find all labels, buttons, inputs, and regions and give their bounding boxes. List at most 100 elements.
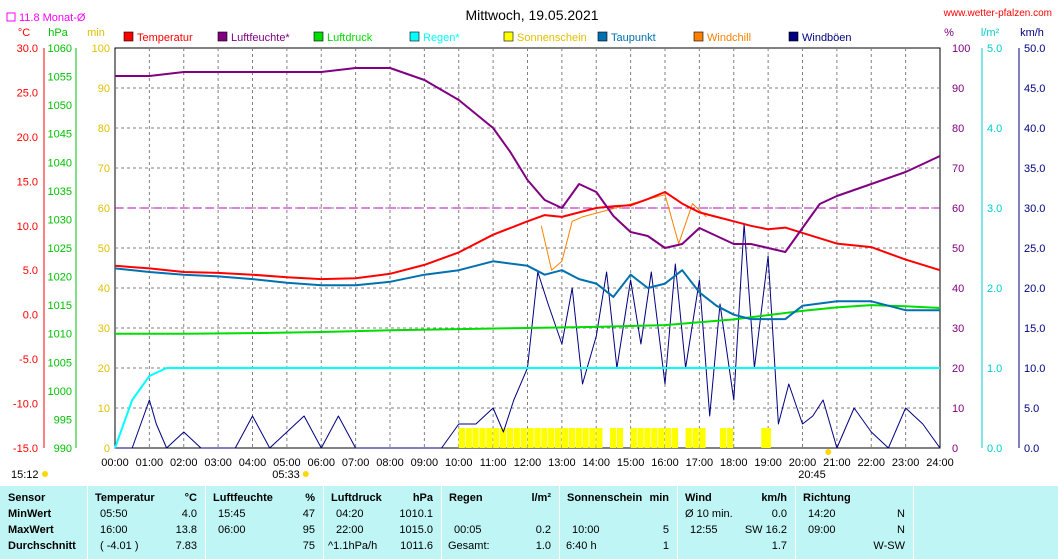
stats-row-label: Durchschnitt — [8, 540, 76, 552]
sun-tick-label: 40 — [98, 283, 110, 295]
wind-tick-label: 35.0 — [1024, 163, 1045, 175]
temp-tick-label: -10.0 — [13, 399, 38, 411]
stats-cell: ^1.1hPa/h — [328, 540, 378, 552]
temp-tick-label: 20.0 — [17, 132, 38, 144]
stats-cell: Ø 10 min. — [685, 508, 733, 520]
sunshine-bar — [506, 428, 514, 448]
humidity-tick-label: 40 — [952, 283, 964, 295]
humidity-tick-label: 60 — [952, 203, 964, 215]
temp-tick-label: 25.0 — [17, 87, 38, 99]
sunshine-bar — [658, 428, 665, 448]
clock-label: 15:12 — [11, 469, 39, 481]
sunshine-bar — [596, 428, 603, 448]
sun-unit-label: min — [87, 27, 105, 39]
stats-cell: ( -4.01 ) — [100, 540, 139, 552]
temp-tick-label: 15.0 — [17, 176, 38, 188]
sunshine-bar — [561, 428, 569, 448]
pressure-tick-label: 1040 — [48, 157, 72, 169]
sun-tick-label: 100 — [92, 43, 110, 55]
sunshine-bar — [720, 428, 727, 448]
temp-tick-label: 0.0 — [23, 310, 38, 322]
stats-cell: 06:00 — [218, 524, 246, 536]
x-tick-label: 18:00 — [720, 457, 748, 469]
stats-col-unit: % — [305, 492, 315, 504]
legend-swatch — [313, 31, 324, 42]
humidity-tick-label: 90 — [952, 83, 964, 95]
x-tick-label: 12:00 — [514, 457, 542, 469]
stats-cell: 7.83 — [175, 540, 197, 552]
humidity-tick-label: 0 — [952, 443, 958, 455]
stats-cell: 04:20 — [336, 508, 364, 520]
sun-tick-label: 20 — [98, 363, 110, 375]
pressure-tick-label: 1035 — [48, 186, 72, 198]
sunrise-label: 05:33 — [272, 469, 300, 481]
humidity-tick-label: 20 — [952, 363, 964, 375]
legend-swatch — [123, 31, 134, 42]
stats-cell: N — [897, 508, 905, 520]
sunset-marker — [825, 449, 832, 455]
stats-col-header: Luftdruck — [331, 492, 382, 504]
x-tick-label: 02:00 — [170, 457, 198, 469]
stats-col-unit: l/m² — [531, 492, 551, 504]
stats-cell: 6:40 h — [566, 540, 597, 552]
sunshine-bar — [465, 428, 472, 448]
pressure-tick-label: 1010 — [48, 329, 72, 341]
legend-label: Sonnenschein — [517, 32, 587, 44]
x-tick-label: 16:00 — [651, 457, 679, 469]
stats-col-unit: km/h — [761, 492, 787, 504]
sunshine-bar — [486, 428, 493, 448]
sunshine-bar — [575, 428, 582, 448]
pressure-unit-label: hPa — [48, 27, 68, 39]
humidity-line — [115, 67, 941, 253]
monthly-avg-label: 11.8 Monat-Ø — [19, 12, 86, 24]
x-tick-label: 10:00 — [445, 457, 473, 469]
sun-icon — [42, 471, 48, 477]
humidity-tick-label: 70 — [952, 163, 964, 175]
stats-cell: 14:20 — [808, 508, 836, 520]
pressure-tick-label: 1015 — [48, 300, 72, 312]
stats-col-unit: min — [649, 492, 669, 504]
humidity-tick-label: 10 — [952, 403, 964, 415]
stats-cell: 10:00 — [572, 524, 600, 536]
sunshine-bar — [541, 428, 548, 448]
temp-tick-label: -5.0 — [19, 354, 38, 366]
stats-cell: 13.8 — [175, 524, 197, 536]
stats-cell: 12:55 — [690, 524, 718, 536]
legend-label: Temperatur — [137, 32, 193, 44]
rain-tick-label: 3.0 — [987, 203, 1002, 215]
sun-tick-label: 60 — [98, 203, 110, 215]
stats-col-header: Wind — [685, 492, 712, 504]
sunshine-bar — [527, 428, 534, 448]
wind-unit-label: km/h — [1020, 27, 1044, 39]
stats-cell: N — [897, 524, 905, 536]
pressure-tick-label: 1025 — [48, 243, 72, 255]
wind-tick-label: 40.0 — [1024, 123, 1045, 135]
stats-col-unit: °C — [184, 492, 197, 504]
legend-swatch — [597, 31, 608, 42]
x-tick-label: 06:00 — [307, 457, 335, 469]
x-tick-label: 08:00 — [376, 457, 404, 469]
sunshine-bar — [764, 428, 771, 448]
source-link[interactable]: www.wetter-pfalzen.com — [943, 8, 1052, 19]
sunshine-bar — [761, 428, 768, 448]
stats-row-label: MinWert — [8, 508, 52, 520]
monthly-avg-swatch — [6, 12, 16, 22]
stats-cell: 0.0 — [771, 508, 787, 520]
stats-cell: 47 — [302, 508, 315, 520]
x-tick-label: 19:00 — [754, 457, 782, 469]
stats-cell: SW 16.2 — [744, 524, 787, 536]
rain-tick-label: 4.0 — [987, 123, 1002, 135]
x-tick-label: 00:00 — [101, 457, 129, 469]
wind-tick-label: 5.0 — [1024, 403, 1039, 415]
x-tick-label: 17:00 — [686, 457, 714, 469]
wind-tick-label: 20.0 — [1024, 283, 1045, 295]
x-tick-label: 09:00 — [411, 457, 439, 469]
pressure-tick-label: 1030 — [48, 214, 72, 226]
temp-tick-label: 5.0 — [23, 265, 38, 277]
stats-cell: 1.7 — [771, 540, 787, 552]
stats-cell: 5 — [662, 524, 669, 536]
stats-col-header: Richtung — [803, 492, 851, 504]
pressure-tick-label: 995 — [54, 414, 72, 426]
sunshine-bar — [513, 428, 520, 448]
sunshine-bar — [685, 428, 692, 448]
